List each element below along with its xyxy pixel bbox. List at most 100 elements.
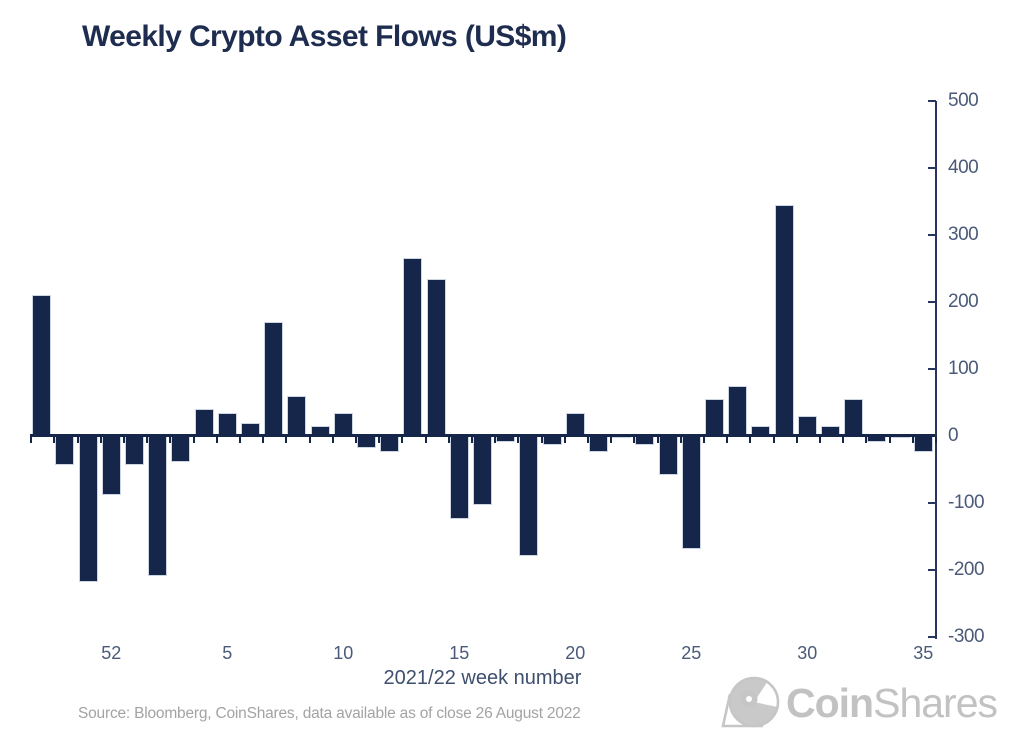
bar-week-20: [565, 412, 585, 436]
y-axis-line: [935, 101, 937, 639]
x-axis-minor-tick: [99, 437, 102, 443]
x-axis-minor-tick: [679, 437, 682, 443]
y-axis-tick: [928, 100, 936, 102]
bar-week-16: [473, 435, 492, 506]
bar-week-51: [78, 435, 98, 583]
x-axis-minor-tick: [262, 437, 265, 443]
bar-week-11: [357, 435, 376, 449]
y-axis-tick-label: -200: [948, 559, 985, 580]
x-axis-minor-tick: [401, 437, 404, 443]
bar-week-7: [264, 322, 284, 436]
x-axis-minor-tick: [726, 437, 729, 443]
x-axis-tick-label-week-30: 30: [797, 643, 818, 663]
x-axis-title: 2021/22 week number: [383, 667, 582, 689]
y-axis-tick: [928, 636, 936, 638]
x-axis-minor-tick: [865, 437, 868, 443]
x-axis-tick-label-week-35: 35: [913, 643, 934, 663]
x-axis-minor-tick: [215, 437, 218, 443]
bar-week-29: [774, 204, 794, 436]
x-axis-minor-tick: [146, 437, 149, 443]
x-axis-minor-tick: [470, 437, 473, 443]
bar-week-32: [844, 399, 864, 436]
y-axis-tick: [928, 502, 936, 504]
source-note: Source: Bloomberg, CoinShares, data avai…: [78, 705, 581, 722]
x-axis-baseline: [30, 434, 935, 437]
bar-week-25: [681, 435, 701, 549]
bar-week-30: [797, 415, 817, 436]
y-axis-tick: [928, 301, 936, 303]
chart-title: Weekly Crypto Asset Flows (US$m): [82, 20, 567, 53]
y-axis-tick: [928, 368, 936, 370]
x-axis-minor-tick: [192, 437, 195, 443]
coinshares-logo: CoinShares: [716, 672, 998, 734]
x-axis-minor-tick: [238, 437, 241, 443]
x-axis-tick-label-week-15: 15: [449, 643, 470, 663]
x-axis-tick-label-week-10: 10: [333, 643, 354, 663]
x-axis-tick-label-week-25: 25: [681, 643, 702, 663]
x-axis-minor-tick: [656, 437, 659, 443]
plot-area: [30, 101, 937, 637]
x-axis-minor-tick: [169, 437, 172, 443]
bar-week-2: [148, 435, 168, 576]
x-axis-minor-tick: [540, 437, 543, 443]
x-axis-minor-tick: [818, 437, 821, 443]
x-axis-tick-label-week-52: 52: [101, 643, 122, 663]
x-axis-minor-tick: [494, 437, 497, 443]
x-axis-minor-tick: [308, 437, 311, 443]
bar-week-8: [287, 395, 307, 436]
x-axis-minor-tick: [610, 437, 613, 443]
x-axis-minor-tick: [888, 437, 891, 443]
coinshares-wordmark: CoinShares: [786, 672, 998, 734]
bar-week-10: [333, 412, 353, 436]
coinshares-telescope-icon: [721, 676, 780, 728]
x-axis-minor-tick: [424, 437, 427, 443]
x-axis-tick-label-week-5: 5: [222, 643, 233, 663]
bar-week-14: [426, 278, 446, 436]
bar-week-24: [658, 435, 678, 476]
y-axis-tick-label: 500: [948, 90, 979, 111]
x-axis-minor-tick: [285, 437, 288, 443]
x-axis-minor-tick: [702, 437, 705, 443]
y-axis-tick-label: 200: [948, 291, 979, 312]
x-axis-minor-tick: [934, 437, 937, 443]
y-axis-tick: [928, 569, 936, 571]
x-axis-minor-tick: [563, 437, 566, 443]
y-axis-tick-label: -300: [948, 626, 985, 647]
bar-week-35: [913, 435, 933, 452]
x-axis-minor-tick: [447, 437, 450, 443]
x-axis-minor-tick: [30, 437, 33, 443]
bar-week-4: [194, 409, 214, 436]
bar-week-21: [589, 435, 608, 452]
y-axis-tick-label: 0: [948, 425, 959, 446]
bar-week-27: [728, 385, 748, 436]
bar-week-26: [705, 399, 724, 436]
y-axis-tick-label: -100: [948, 492, 985, 513]
x-axis-minor-tick: [517, 437, 520, 443]
y-axis-tick: [928, 167, 936, 169]
x-axis-minor-tick: [749, 437, 752, 443]
y-axis-tick-label: 100: [948, 358, 979, 379]
x-axis-minor-tick: [842, 437, 845, 443]
bar-week-12: [380, 435, 400, 452]
bar-week-1: [125, 435, 144, 466]
bar-week-18: [519, 435, 539, 556]
bar-week-13: [403, 258, 423, 436]
x-axis-minor-tick: [911, 437, 914, 443]
x-axis-minor-tick: [772, 437, 775, 443]
x-axis-minor-tick: [795, 437, 798, 443]
x-axis-minor-tick: [378, 437, 381, 443]
x-axis-tick-label-week-20: 20: [565, 643, 586, 663]
bar-week-49: [32, 295, 52, 436]
bar-week-50: [55, 435, 75, 466]
bar-week-3: [171, 435, 191, 462]
x-axis-minor-tick: [331, 437, 334, 443]
bar-week-5: [217, 412, 237, 436]
x-axis-minor-tick: [53, 437, 56, 443]
y-axis-tick: [928, 234, 936, 236]
x-axis-minor-tick: [354, 437, 357, 443]
bar-week-52: [101, 435, 121, 496]
x-axis-minor-tick: [76, 437, 79, 443]
x-axis-minor-tick: [633, 437, 636, 443]
logo-word-shares: Shares: [873, 680, 998, 726]
